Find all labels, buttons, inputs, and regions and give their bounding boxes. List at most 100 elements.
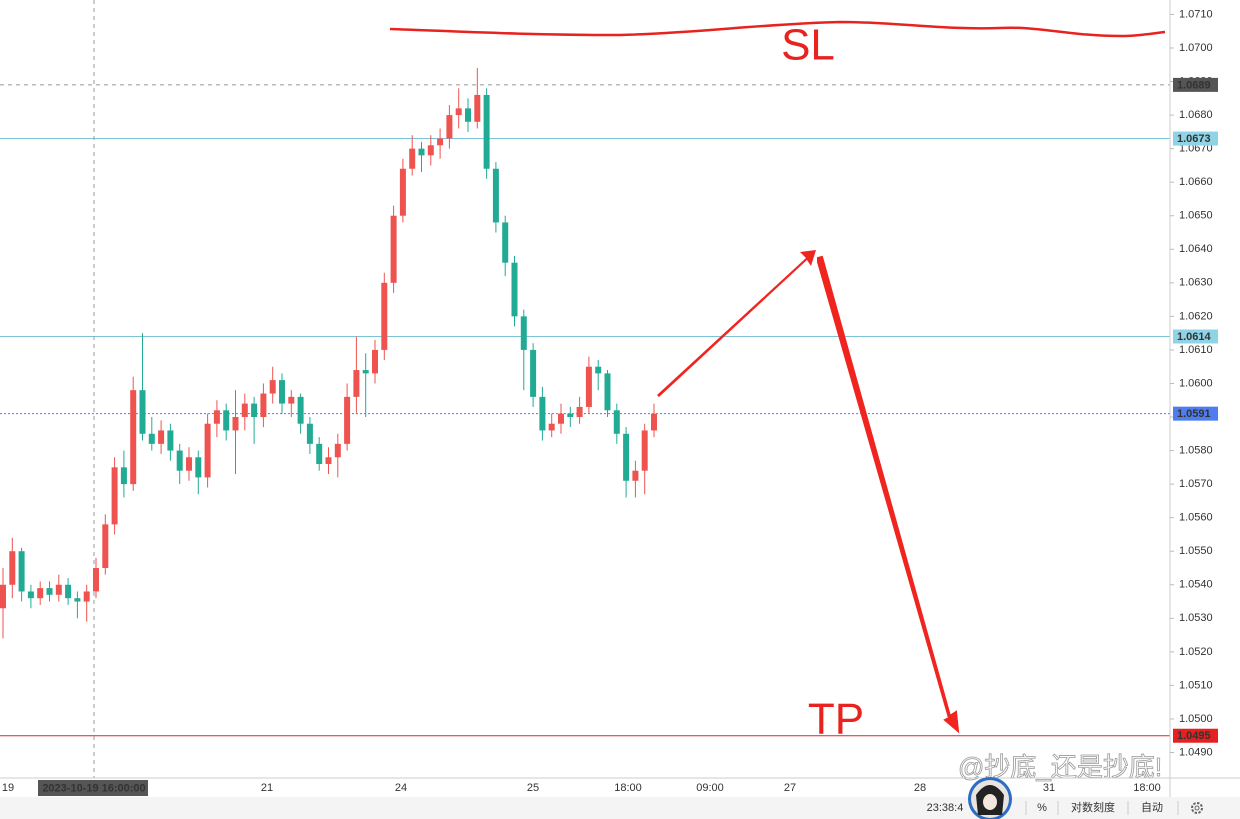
candle-body — [213, 410, 220, 424]
candle-body — [269, 380, 276, 394]
candle-body — [381, 282, 388, 350]
gear-icon — [1191, 802, 1203, 814]
log-scale-button[interactable]: 对数刻度 — [1071, 800, 1115, 814]
candle-body — [195, 457, 202, 478]
y-tick-label: 1.0510 — [1179, 679, 1213, 691]
candle-body — [111, 467, 118, 525]
y-tick-label: 1.0680 — [1179, 109, 1213, 121]
auto-button[interactable]: 自动 — [1141, 801, 1163, 814]
clock: 23:38:4 — [927, 802, 964, 814]
x-tick-label: 18:00 — [614, 782, 642, 794]
candle-body — [567, 413, 574, 418]
y-tick-label: 1.0620 — [1179, 310, 1213, 322]
candle-body — [334, 443, 341, 458]
candle-body — [102, 524, 109, 568]
y-tick-label: 1.0710 — [1179, 8, 1213, 20]
candle-body — [260, 393, 267, 418]
candle-body — [595, 366, 602, 374]
y-tick-label: 1.0610 — [1179, 344, 1213, 356]
price-label: 1.0673 — [1177, 133, 1211, 145]
candle-body — [372, 349, 378, 374]
price-label-bg — [1173, 77, 1218, 92]
candle-body — [139, 390, 146, 434]
y-tick-label: 1.0700 — [1179, 42, 1213, 54]
toolbar — [0, 797, 1240, 819]
candle-body — [288, 396, 295, 404]
candle-body — [306, 423, 313, 444]
candle-body — [232, 417, 239, 431]
candle-body — [623, 433, 630, 481]
candle-body — [223, 410, 230, 431]
y-tick-label: 1.0500 — [1179, 713, 1213, 725]
price-label: 1.0495 — [1177, 730, 1211, 742]
candle-body — [120, 467, 127, 485]
candle-body — [55, 584, 62, 595]
y-tick-label: 1.0630 — [1179, 277, 1213, 289]
x-tick-label: 28 — [914, 782, 926, 794]
candle-body — [241, 403, 248, 418]
candle-body — [316, 443, 323, 464]
candle-body — [362, 370, 369, 374]
candle-body — [297, 396, 304, 424]
candle-body — [492, 168, 499, 223]
candle-body — [511, 262, 518, 317]
x-tick-label: 21 — [261, 782, 273, 794]
candle-body — [427, 145, 434, 156]
candle-body — [465, 108, 471, 122]
x-tick-label: 19 — [2, 782, 14, 794]
y-tick-label: 1.0520 — [1179, 646, 1213, 658]
sl-annotation: SL — [781, 21, 835, 70]
candle-body — [46, 588, 53, 595]
candle-body — [9, 551, 16, 585]
candle-body — [548, 423, 555, 431]
candle-body — [27, 591, 34, 599]
candle-body — [93, 567, 99, 592]
x-tick-label: 18:00 — [1133, 782, 1161, 794]
x-tick-label: 09:00 — [696, 782, 724, 794]
candle-body — [176, 450, 183, 471]
candle-body — [158, 430, 165, 444]
price-label: 1.0591 — [1177, 408, 1211, 420]
candle-body — [344, 396, 351, 444]
candle-body — [539, 396, 546, 431]
candle-body — [37, 588, 44, 599]
price-label-bg — [1173, 728, 1218, 743]
candle-body — [437, 138, 444, 146]
candle-body — [483, 94, 490, 169]
candle-body — [613, 410, 620, 434]
candle-body — [83, 591, 90, 602]
candle-body — [632, 470, 639, 481]
crosshair-label-bg — [38, 780, 148, 796]
percent-button[interactable]: % — [1037, 802, 1047, 814]
candle-body — [502, 222, 509, 263]
y-tick-label: 1.0660 — [1179, 176, 1213, 188]
price-label: 1.0689 — [1177, 79, 1211, 91]
y-tick-label: 1.0640 — [1179, 243, 1213, 255]
candle-body — [530, 349, 537, 397]
tp-annotation: TP — [808, 695, 864, 744]
candle-body — [399, 168, 406, 216]
candle-body — [353, 370, 360, 397]
candle-body — [446, 115, 453, 139]
x-tick-label: 25 — [527, 782, 539, 794]
price-label-bg — [1173, 406, 1218, 421]
candle-body — [390, 215, 397, 283]
candle-body — [474, 94, 481, 122]
candle-body — [576, 406, 583, 418]
y-tick-label: 1.0580 — [1179, 444, 1213, 456]
candle-body — [651, 413, 657, 431]
candle-body — [409, 148, 416, 169]
x-tick-label: 24 — [395, 782, 407, 794]
avatar-face — [983, 794, 997, 810]
y-tick-label: 1.0560 — [1179, 512, 1213, 524]
price-label-bg — [1173, 131, 1218, 146]
candle-body — [604, 373, 611, 411]
candle-body — [641, 430, 648, 471]
y-tick-label: 1.0550 — [1179, 545, 1213, 557]
settings-button[interactable] — [1191, 802, 1203, 814]
candle-body — [325, 457, 332, 464]
y-tick-label: 1.0540 — [1179, 579, 1213, 591]
y-tick-label: 1.0600 — [1179, 377, 1213, 389]
